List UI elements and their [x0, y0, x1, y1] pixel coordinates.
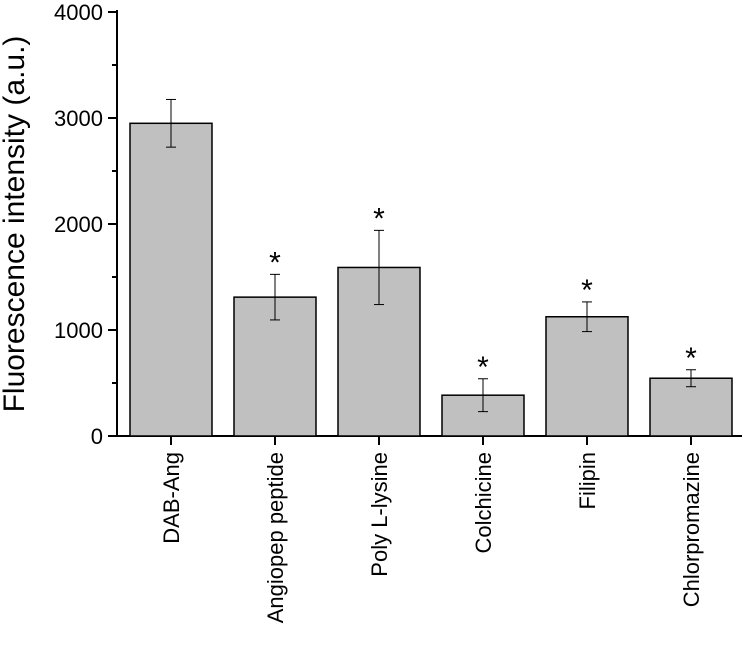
x-tick-label: Angiopep peptide [263, 452, 288, 623]
significance-mark: * [685, 342, 697, 375]
y-tick-label: 0 [91, 424, 103, 449]
y-tick-label: 1000 [54, 318, 103, 343]
bar [649, 377, 733, 437]
significance-mark: * [373, 202, 385, 235]
x-tick-label: Chlorpromazine [679, 452, 704, 607]
x-tick-label: DAB-Ang [159, 452, 184, 544]
bar [129, 122, 213, 437]
significance-mark: * [269, 246, 281, 279]
y-tick-label: 3000 [54, 106, 103, 131]
y-axis-label: Fluorescence intensity (a.u.) [0, 36, 31, 413]
bar [545, 316, 629, 437]
x-tick-label: Poly L-lysine [367, 452, 392, 577]
y-tick-label: 2000 [54, 212, 103, 237]
significance-mark: * [477, 351, 489, 384]
x-tick-label: Filipin [575, 452, 600, 509]
x-tick-label: Colchicine [471, 452, 496, 554]
y-tick-label: 4000 [54, 0, 103, 25]
significance-mark: * [581, 274, 593, 307]
